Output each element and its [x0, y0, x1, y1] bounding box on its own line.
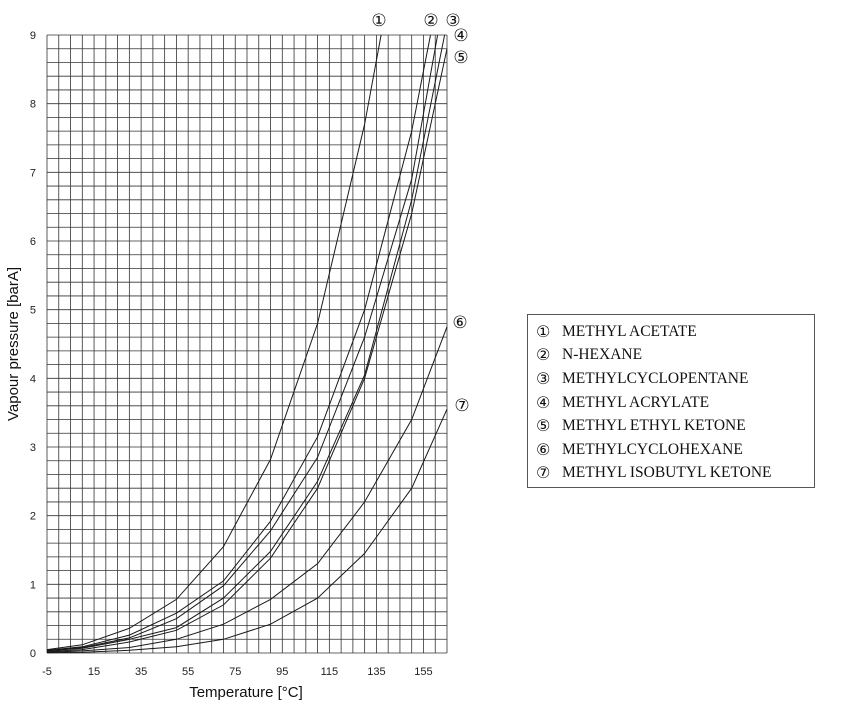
legend-marker-3: ③	[536, 368, 551, 388]
legend-item-7: ⑦ METHYL ISOBUTYL KETONE	[536, 462, 814, 486]
legend-label-1: METHYL ACETATE	[562, 322, 697, 340]
series-line-3	[46, 34, 439, 652]
legend-label-5: METHYL ETHYL KETONE	[562, 417, 746, 435]
legend-label-4: METHYL ACRYLATE	[562, 393, 710, 411]
y-tick-label: 9	[30, 30, 36, 42]
legend-marker-6: ⑥	[536, 439, 551, 459]
legend-marker-2: ②	[536, 345, 551, 365]
x-tick-label: -5	[42, 666, 52, 678]
legend-marker-5: ⑤	[536, 416, 551, 436]
y-tick-label: 3	[30, 442, 36, 454]
legend-label-7: METHYL ISOBUTYL KETONE	[562, 464, 772, 482]
y-tick-label: 4	[30, 373, 36, 385]
y-tick-label: 5	[30, 305, 36, 317]
series-line-7	[46, 408, 448, 654]
legend-item-1: ① METHYL ACETATE	[536, 320, 814, 344]
legend: ① METHYL ACETATE ② N-HEXANE ③ METHYLCYCL…	[527, 314, 815, 488]
x-tick-label: 115	[321, 666, 339, 678]
tick-labels: -5 15 35 55 75 95 115 135 155 0 1 2 3 4 5 6 7 8 9	[30, 30, 433, 678]
series-marker-7: ⑦	[454, 396, 469, 416]
series-line-4	[46, 34, 446, 652]
legend-marker-1: ①	[536, 321, 551, 341]
legend-label-3: METHYLCYCLOPENTANE	[562, 369, 749, 387]
grid	[46, 34, 448, 654]
series-marker-2: ②	[423, 11, 438, 31]
legend-item-2: ② N-HEXANE	[536, 344, 814, 368]
x-axis-title: Temperature [°C]	[189, 684, 303, 701]
series-marker-4: ④	[453, 26, 468, 46]
x-tick-label: 135	[367, 666, 385, 678]
series-line-5	[46, 48, 448, 653]
legend-item-4: ④ METHYL ACRYLATE	[536, 391, 814, 415]
series-line-1	[46, 34, 382, 651]
y-tick-label: 7	[30, 167, 36, 179]
x-tick-label: 75	[229, 666, 241, 678]
x-tick-label: 155	[414, 666, 432, 678]
series-marker-5: ⑤	[453, 48, 468, 68]
y-tick-label: 0	[30, 648, 36, 660]
series-marker-3: ③	[445, 11, 460, 31]
x-tick-label: 55	[182, 666, 194, 678]
series-markers: ① ② ③④⑤ ⑥ ⑦	[371, 11, 469, 416]
legend-marker-7: ⑦	[536, 463, 551, 483]
y-tick-label: 2	[30, 511, 36, 523]
legend-item-5: ⑤ METHYL ETHYL KETONE	[536, 414, 814, 438]
y-tick-label: 6	[30, 236, 36, 248]
legend-label-6: METHYLCYCLOHEXANE	[562, 440, 743, 458]
series-marker-1: ①	[371, 11, 386, 31]
legend-item-6: ⑥ METHYLCYCLOHEXANE	[536, 438, 814, 462]
series-marker-6: ⑥	[452, 313, 467, 333]
y-tick-label: 8	[30, 99, 36, 111]
y-tick-label: 1	[30, 579, 36, 591]
legend-label-2: N-HEXANE	[562, 346, 643, 364]
legend-item-3: ③ METHYLCYCLOPENTANE	[536, 367, 814, 391]
x-tick-label: 15	[88, 666, 100, 678]
x-tick-label: 35	[135, 666, 147, 678]
y-axis-title: Vapour pressure [barA]	[5, 267, 22, 421]
series-lines	[46, 34, 448, 654]
legend-marker-4: ④	[536, 392, 551, 412]
series-line-6	[46, 326, 448, 653]
series-line-2	[46, 34, 431, 651]
x-tick-label: 95	[276, 666, 288, 678]
